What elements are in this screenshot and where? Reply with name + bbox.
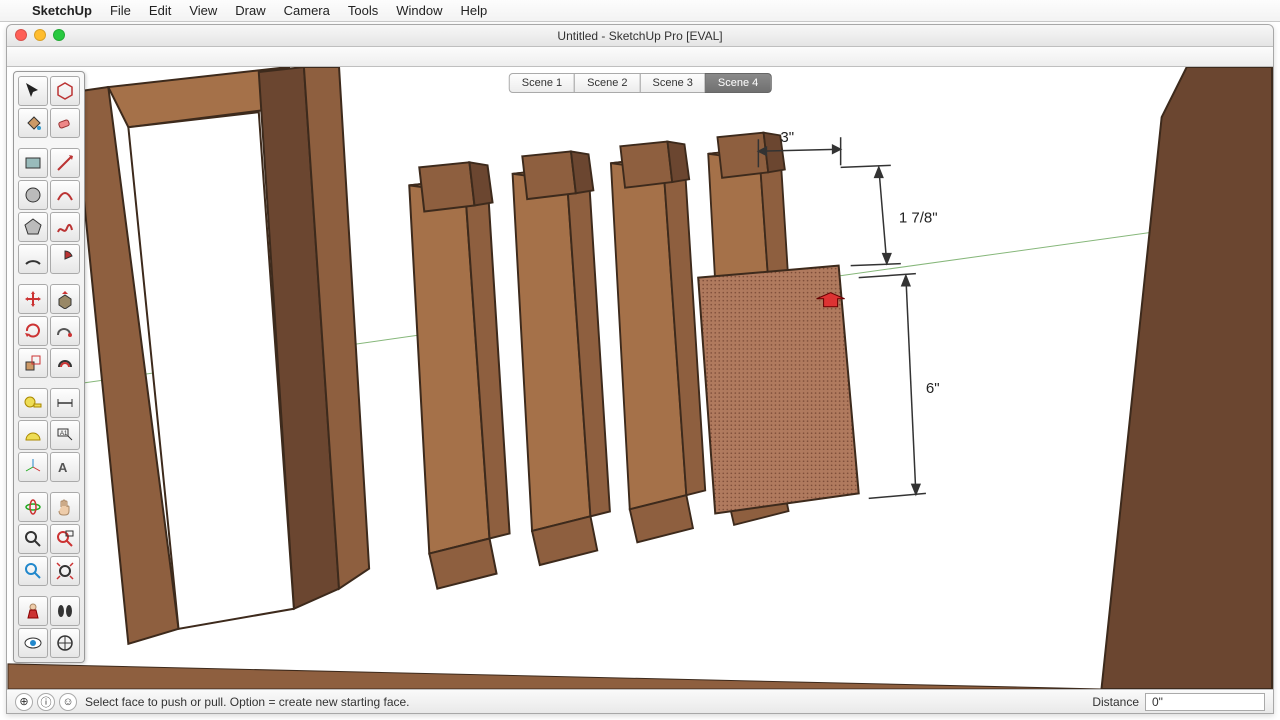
polygon-tool[interactable]: [18, 212, 48, 242]
look-around-tool[interactable]: [18, 628, 48, 658]
statusbar: ⊕ ⓘ ☺ Select face to push or pull. Optio…: [7, 689, 1273, 713]
2pt-arc-tool[interactable]: [18, 244, 48, 274]
zoom-extents-tool[interactable]: [50, 556, 80, 586]
menu-help[interactable]: Help: [460, 3, 487, 18]
axes-tool[interactable]: [18, 452, 48, 482]
window-controls: [15, 29, 65, 41]
eraser-tool[interactable]: [50, 108, 80, 138]
make-component-tool[interactable]: [50, 76, 80, 106]
offset-tool[interactable]: [50, 348, 80, 378]
dimension-width: 3": [780, 129, 794, 146]
scene-canvas: 3" 1 7/8" 6": [7, 67, 1273, 689]
zoom-tool[interactable]: [18, 524, 48, 554]
walk-tool[interactable]: [50, 596, 80, 626]
orbit-tool[interactable]: [18, 492, 48, 522]
menu-file[interactable]: File: [110, 3, 131, 18]
top-toolbar: [7, 47, 1273, 67]
scene-tab-2[interactable]: Scene 2: [574, 73, 640, 93]
section-plane-tool[interactable]: [50, 628, 80, 658]
claim-credit-icon[interactable]: ☺: [59, 693, 77, 711]
mac-menubar: SketchUp File Edit View Draw Camera Tool…: [0, 0, 1280, 22]
pie-tool[interactable]: [50, 244, 80, 274]
dimension-tool[interactable]: [50, 388, 80, 418]
menu-window[interactable]: Window: [396, 3, 442, 18]
zoom-window-icon[interactable]: [53, 29, 65, 41]
minimize-icon[interactable]: [34, 29, 46, 41]
measurement-input[interactable]: 0": [1145, 693, 1265, 711]
svg-text:A: A: [58, 460, 68, 475]
app-window: Untitled - SketchUp Pro [EVAL] Scene 1 S…: [6, 24, 1274, 714]
app-menu[interactable]: SketchUp: [32, 3, 92, 18]
window-title: Untitled - SketchUp Pro [EVAL]: [557, 29, 722, 43]
distance-label: Distance: [1092, 695, 1139, 709]
tape-measure-tool[interactable]: [18, 388, 48, 418]
distance-value: 0": [1152, 695, 1163, 709]
rectangle-tool[interactable]: [18, 148, 48, 178]
menu-tools[interactable]: Tools: [348, 3, 378, 18]
tool-palette[interactable]: A1 A: [13, 71, 85, 663]
protractor-tool[interactable]: [18, 420, 48, 450]
titlebar[interactable]: Untitled - SketchUp Pro [EVAL]: [7, 25, 1273, 47]
window-body: Scene 1 Scene 2 Scene 3 Scene 4: [7, 67, 1273, 689]
scene-tab-3[interactable]: Scene 3: [640, 73, 706, 93]
move-tool[interactable]: [18, 284, 48, 314]
previous-view-tool[interactable]: [18, 556, 48, 586]
menu-edit[interactable]: Edit: [149, 3, 171, 18]
line-tool[interactable]: [50, 148, 80, 178]
select-tool[interactable]: [18, 76, 48, 106]
pan-tool[interactable]: [50, 492, 80, 522]
dimension-gap: 1 7/8": [899, 210, 938, 227]
scene-tab-4[interactable]: Scene 4: [705, 73, 771, 93]
scale-tool[interactable]: [18, 348, 48, 378]
follow-me-tool[interactable]: [50, 316, 80, 346]
rotate-tool[interactable]: [18, 316, 48, 346]
zoom-window-tool[interactable]: [50, 524, 80, 554]
scene-tab-1[interactable]: Scene 1: [509, 73, 575, 93]
menu-draw[interactable]: Draw: [235, 3, 265, 18]
freehand-tool[interactable]: [50, 212, 80, 242]
paint-bucket-tool[interactable]: [18, 108, 48, 138]
3d-text-tool[interactable]: A: [50, 452, 80, 482]
position-camera-tool[interactable]: [18, 596, 48, 626]
svg-text:A1: A1: [60, 431, 68, 437]
dimension-height: 6": [926, 380, 940, 397]
model-viewport[interactable]: Scene 1 Scene 2 Scene 3 Scene 4: [7, 67, 1273, 689]
text-tool[interactable]: A1: [50, 420, 80, 450]
close-icon[interactable]: [15, 29, 27, 41]
geo-location-icon[interactable]: ⊕: [15, 693, 33, 711]
credits-icon[interactable]: ⓘ: [37, 693, 55, 711]
menu-camera[interactable]: Camera: [284, 3, 330, 18]
menu-view[interactable]: View: [189, 3, 217, 18]
status-hint: Select face to push or pull. Option = cr…: [85, 695, 410, 709]
push-pull-tool[interactable]: [50, 284, 80, 314]
arc-tool[interactable]: [50, 180, 80, 210]
circle-tool[interactable]: [18, 180, 48, 210]
scene-tabs: Scene 1 Scene 2 Scene 3 Scene 4: [509, 73, 772, 93]
